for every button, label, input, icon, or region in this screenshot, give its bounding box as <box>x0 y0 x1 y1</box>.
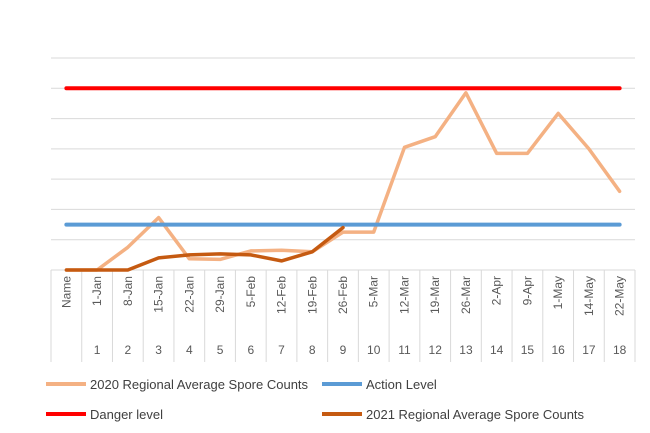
x-tick-label: 15-Jan <box>152 276 166 313</box>
x-tick-label: 26-Mar <box>459 276 473 314</box>
category-number-label: 11 <box>398 343 411 357</box>
legend-item-danger-level: Danger level <box>46 406 163 422</box>
legend: 2020 Regional Average Spore Counts Actio… <box>0 370 650 430</box>
category-number-label: 5 <box>217 343 224 357</box>
series-2021-spore-counts-line <box>64 225 345 272</box>
category-number-label: 4 <box>186 343 193 357</box>
series-lines <box>64 86 622 272</box>
x-tick-label: Name <box>59 276 73 308</box>
legend-swatch <box>46 382 86 386</box>
legend-swatch <box>46 412 86 416</box>
x-tick-label: 12-Feb <box>275 276 289 314</box>
x-tick-label: 19-Mar <box>428 276 442 314</box>
legend-item-2021-spore-counts: 2021 Regional Average Spore Counts <box>322 406 584 422</box>
category-number-label: 10 <box>367 343 381 357</box>
x-tick-label: 14-May <box>582 276 596 316</box>
x-tick-label: 5-Mar <box>367 276 381 307</box>
x-tick-label: 29-Jan <box>213 276 227 313</box>
category-number-label: 18 <box>613 343 627 357</box>
category-number-label: 16 <box>551 343 565 357</box>
category-number-label: 14 <box>490 343 504 357</box>
x-tick-label: 1-May <box>551 276 565 309</box>
x-tick-label: 2-Apr <box>490 276 504 305</box>
x-tick-label: 19-Feb <box>305 276 319 314</box>
legend-label: Danger level <box>90 406 163 422</box>
x-tick-label: 8-Jan <box>121 276 135 306</box>
category-number-label: 9 <box>340 343 347 357</box>
category-number-label: 2 <box>124 343 131 357</box>
legend-label: Action Level <box>366 376 437 392</box>
category-number-label: 12 <box>429 343 443 357</box>
x-tick-label: 26-Feb <box>336 276 350 314</box>
category-number-label: 3 <box>155 343 162 357</box>
x-tick-label: 22-May <box>613 276 627 316</box>
series-2020-spore-counts-line <box>64 91 622 272</box>
category-number-label: 6 <box>247 343 254 357</box>
legend-label: 2020 Regional Average Spore Counts <box>90 376 309 392</box>
category-table: Name 1-Jan 1 8-Jan 2 15-Jan 3 22-Jan 4 29-Jan 5 5-F… <box>50 270 636 362</box>
category-number-label: 17 <box>582 343 596 357</box>
chart-svg: Name 1-Jan 1 8-Jan 2 15-Jan 3 22-Jan 4 29-Jan 5 5-F… <box>50 57 636 362</box>
legend-swatch <box>322 412 362 416</box>
x-tick-label: 1-Jan <box>90 276 104 306</box>
legend-label: 2021 Regional Average Spore Counts <box>366 406 585 422</box>
category-number-label: 7 <box>278 343 285 357</box>
category-number-label: 15 <box>521 343 535 357</box>
x-tick-label: 5-Feb <box>244 276 258 308</box>
legend-item-action-level: Action Level <box>322 376 437 392</box>
category-number-label: 8 <box>309 343 316 357</box>
legend-item-2020-spore-counts: 2020 Regional Average Spore Counts <box>46 376 308 392</box>
category-number-label: 13 <box>459 343 473 357</box>
x-tick-label: 22-Jan <box>182 276 196 313</box>
x-tick-label: 12-Mar <box>397 276 411 314</box>
x-tick-label: 9-Apr <box>520 276 534 305</box>
legend-swatch <box>322 382 362 386</box>
category-number-label: 1 <box>94 343 101 357</box>
